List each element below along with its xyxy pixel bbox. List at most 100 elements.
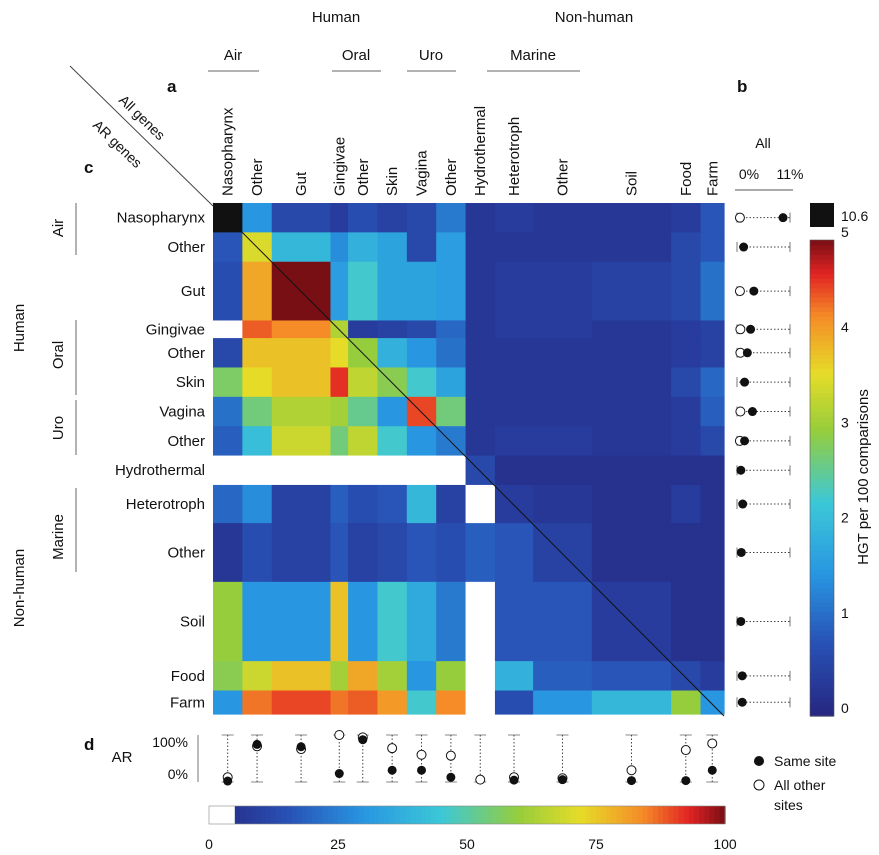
colorbar-segment	[810, 359, 834, 365]
row-label: Other	[167, 239, 205, 256]
bottom-colorbar-segment	[234, 806, 241, 824]
bottom-colorbar-segment	[652, 806, 659, 824]
bottom-colorbar-segment	[307, 806, 313, 824]
heatmap-cell	[213, 484, 243, 524]
heatmap-cell	[406, 426, 437, 457]
heatmap-cell	[436, 484, 467, 524]
bottom-colorbar-segment	[554, 806, 561, 824]
heatmap-cell	[700, 232, 725, 263]
colorbar-segment	[810, 420, 834, 427]
bottom-colorbar-segment	[358, 806, 365, 824]
bottom-colorbar-segment	[683, 806, 690, 824]
column-label: Gingivae	[331, 137, 348, 196]
colorbar-segment	[810, 282, 834, 289]
bottom-colorbar-tick-label: 25	[330, 836, 346, 852]
heatmap-cell	[271, 367, 332, 398]
bottom-colorbar-segment	[657, 806, 664, 824]
bottom-colorbar-segment	[642, 806, 649, 824]
heatmap-cell	[377, 484, 408, 524]
heatmap-cell	[465, 338, 496, 369]
heatmap-cell	[494, 203, 534, 233]
colorbar-tick-label: 3	[841, 414, 849, 430]
panel-b-same-point	[738, 499, 748, 509]
colorbar-segment	[810, 658, 834, 665]
heatmap-cell	[591, 523, 672, 583]
bottom-colorbar-tick-label: 0	[205, 836, 213, 852]
heatmap-cell	[465, 455, 496, 486]
heatmap-cell	[330, 484, 349, 524]
colorbar-tick-label: 4	[841, 319, 849, 335]
panel-b-same-point	[736, 465, 746, 475]
bottom-colorbar-segment	[394, 806, 401, 824]
bottom-colorbar-segment	[549, 806, 556, 824]
heatmap-cell	[533, 581, 593, 662]
heatmap-cell	[406, 661, 437, 692]
header-oral: Oral	[342, 47, 370, 64]
heatmap-cell	[494, 232, 534, 263]
bottom-colorbar-segment	[688, 806, 695, 824]
panel-d-other-point	[475, 774, 486, 785]
colorbar-segment	[810, 268, 834, 274]
bottom-colorbar-segment	[523, 806, 530, 824]
heatmap-cell	[330, 455, 349, 486]
heatmap-cell	[700, 523, 725, 583]
heatmap-cell	[700, 581, 725, 662]
heatmap-cell	[406, 523, 437, 583]
colorbar-segment	[810, 568, 834, 574]
bottom-colorbar-segment	[410, 806, 416, 824]
heatmap-cell	[271, 455, 332, 486]
panel-b-same-point	[736, 616, 746, 626]
colorbar-segment	[810, 654, 834, 660]
heatmap-cell	[436, 203, 467, 233]
bottom-colorbar-segment	[518, 806, 525, 824]
bottom-colorbar-segment	[209, 806, 215, 824]
colorbar-segment	[810, 692, 834, 698]
colorbar-segment	[810, 673, 834, 679]
colorbar-segment	[810, 558, 834, 565]
colorbar-segment	[810, 297, 834, 303]
column-label: Heterotroph	[506, 117, 523, 196]
colorbar-segment	[810, 292, 834, 298]
colorbar-segment	[810, 273, 834, 279]
heatmap-cell	[271, 581, 332, 662]
bottom-colorbar-segment	[590, 806, 597, 824]
colorbar-segment	[810, 516, 834, 522]
heatmap-cell	[406, 484, 437, 524]
colorbar-segment	[810, 478, 834, 484]
heatmap-cell	[348, 661, 379, 692]
heatmap-cell	[700, 320, 725, 339]
heatmap-cell	[242, 261, 273, 322]
panel-d-same-point	[387, 765, 397, 775]
panel-d-other-point	[416, 749, 427, 760]
colorbar-segment	[810, 335, 834, 341]
colorbar-segment	[810, 492, 834, 498]
bottom-colorbar-segment	[719, 806, 726, 824]
legend-other-sites-marker	[753, 779, 765, 791]
panel-b-other-point	[735, 324, 746, 335]
panel-d-other-point	[334, 730, 345, 740]
panel-d-same-point	[557, 775, 567, 785]
colorbar-segment	[810, 373, 834, 379]
heatmap-cell	[436, 338, 467, 369]
bottom-colorbar-segment	[570, 806, 576, 824]
bottom-colorbar-segment	[534, 806, 540, 824]
colorbar-segment	[810, 392, 834, 398]
heatmap-cell	[406, 203, 437, 233]
bottom-colorbar-segment	[585, 806, 592, 824]
colorbar-segment	[810, 301, 834, 308]
heatmap-cell	[242, 455, 273, 486]
heatmap-cell	[330, 523, 349, 583]
colorbar-segment	[810, 444, 834, 451]
header-air: Air	[224, 47, 242, 64]
heatmap-cell	[348, 581, 379, 662]
heatmap-cell	[700, 261, 725, 322]
bottom-colorbar-segment	[544, 806, 551, 824]
bottom-colorbar-segment	[389, 806, 396, 824]
side-uro: Uro	[50, 416, 67, 440]
bottom-colorbar-segment	[663, 806, 669, 824]
heatmap-cell	[465, 396, 496, 427]
colorbar-segment	[810, 430, 834, 436]
heatmap-cell	[330, 261, 349, 322]
colorbar-segment	[810, 458, 834, 465]
